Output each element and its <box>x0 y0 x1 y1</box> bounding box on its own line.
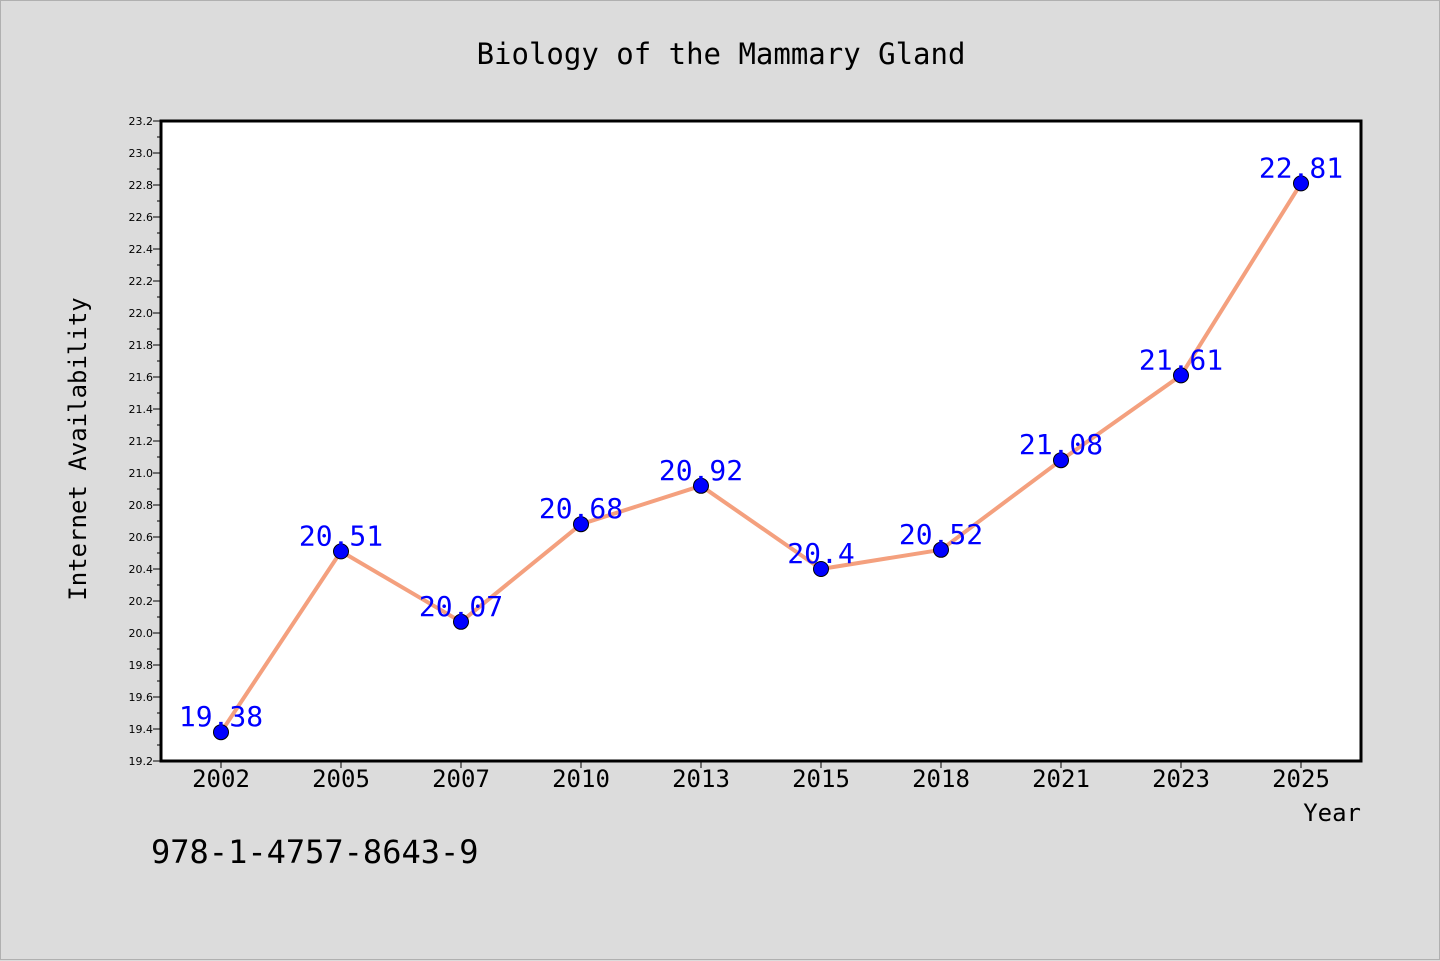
chart-title: Biology of the Mammary Gland <box>477 37 966 71</box>
y-axis: 19.2 19.4 19.6 19.8 20.0 20.2 20.4 20.6 20.8 21.0… <box>129 115 161 768</box>
data-label: 20.4 <box>787 537 854 570</box>
x-tick-label: 2018 <box>912 765 970 793</box>
data-point <box>693 477 709 494</box>
y-tick-label: 22.8 <box>129 179 154 192</box>
x-tick-label: 2013 <box>672 765 730 793</box>
data-label: 20.07 <box>419 590 503 623</box>
data-point <box>933 541 949 558</box>
data-label: 22.81 <box>1259 151 1343 184</box>
y-tick-label: 22.6 <box>129 211 154 224</box>
y-tick-label: 19.8 <box>129 659 154 672</box>
data-label: 21.08 <box>1019 428 1103 461</box>
data-point <box>573 516 589 533</box>
data-point <box>1293 175 1309 192</box>
x-tick-label: 2021 <box>1032 765 1090 793</box>
data-label: 20.52 <box>899 518 983 551</box>
y-tick-label: 20.0 <box>129 627 154 640</box>
data-point <box>333 543 349 560</box>
y-tick-label: 19.4 <box>129 723 154 736</box>
series-line <box>219 182 1303 734</box>
x-tick-label: 2015 <box>792 765 850 793</box>
data-label: 19.38 <box>179 700 263 733</box>
data-point <box>453 613 469 630</box>
y-tick-label: 21.4 <box>129 403 154 416</box>
y-tick-label: 21.0 <box>129 467 154 480</box>
y-tick-label: 20.8 <box>129 499 154 512</box>
data-point <box>1173 367 1189 384</box>
y-tick-label: 22.0 <box>129 307 154 320</box>
y-tick-label: 21.8 <box>129 339 154 352</box>
isbn-text: 978-1-4757-8643-9 <box>151 833 479 871</box>
x-tick-label: 2005 <box>312 765 370 793</box>
y-tick-label: 23.0 <box>129 147 154 160</box>
y-tick-label: 20.2 <box>129 595 154 608</box>
y-tick-label: 23.2 <box>129 115 154 128</box>
data-point <box>813 561 829 577</box>
y-tick-label: 20.6 <box>129 531 154 544</box>
y-tick-label: 21.6 <box>129 371 154 384</box>
x-axis: 2002 2005 2007 2010 2013 2015 2018 2021 2023 2025 <box>192 761 1330 793</box>
series-markers <box>213 175 1309 741</box>
x-tick-label: 2007 <box>432 765 490 793</box>
x-tick-label: 2010 <box>552 765 610 793</box>
y-tick-label: 21.2 <box>129 435 154 448</box>
y-tick-label: 22.2 <box>129 275 154 288</box>
data-label: 21.61 <box>1139 343 1223 376</box>
y-tick-label: 22.4 <box>129 243 154 256</box>
y-axis-label: Internet Availability <box>64 297 92 600</box>
y-tick-label: 19.6 <box>129 691 154 704</box>
x-tick-label: 2002 <box>192 765 250 793</box>
plot-area <box>159 119 1363 763</box>
x-tick-label: 2025 <box>1272 765 1330 793</box>
data-point <box>1053 452 1069 469</box>
data-label: 20.92 <box>659 454 743 487</box>
y-tick-label: 20.4 <box>129 563 154 576</box>
data-label: 20.68 <box>539 492 623 525</box>
data-label: 20.51 <box>299 519 383 552</box>
x-tick-label: 2023 <box>1152 765 1210 793</box>
data-labels: 19.38 20.51 20.07 20.68 20.92 20.4 20.52 21.08 2… <box>179 151 1343 733</box>
y-tick-label: 19.2 <box>129 755 154 768</box>
x-axis-label: Year <box>1303 799 1361 827</box>
data-point <box>213 724 229 741</box>
